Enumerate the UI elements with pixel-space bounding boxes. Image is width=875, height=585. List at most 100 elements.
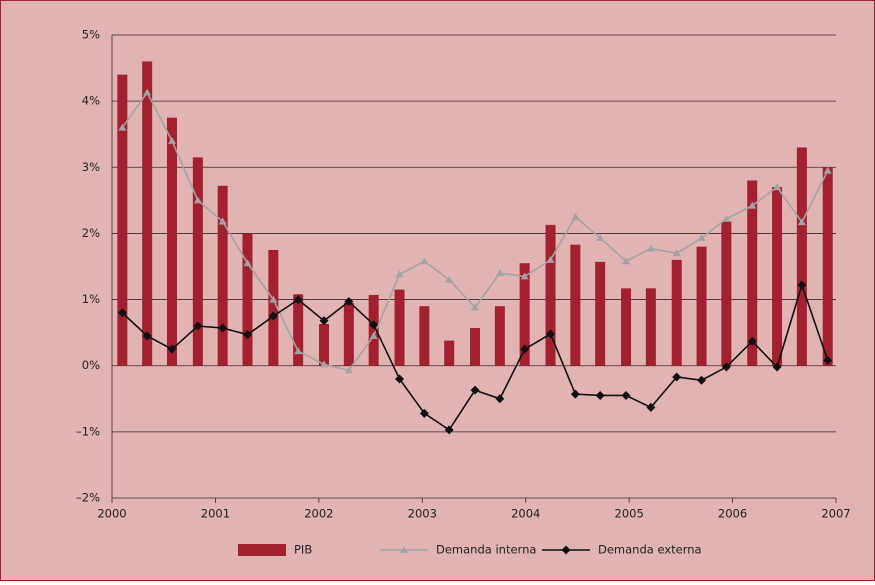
legend-label: Demanda interna: [436, 543, 536, 557]
point: [571, 212, 580, 220]
bar: [545, 224, 556, 366]
legend-swatch: [238, 544, 286, 556]
point: [269, 295, 278, 303]
point: [672, 372, 682, 382]
point: [294, 347, 303, 355]
bar: [595, 261, 606, 366]
point: [193, 196, 202, 204]
bar: [394, 289, 405, 366]
point: [747, 336, 757, 346]
point: [697, 234, 706, 242]
bar: [772, 187, 783, 366]
x-tick-label: 2004: [511, 507, 540, 521]
point: [520, 344, 530, 354]
point: [495, 394, 505, 404]
bar: [621, 288, 632, 366]
point: [722, 214, 731, 222]
y-tick-label: 4%: [82, 94, 100, 108]
point: [369, 331, 378, 339]
bar: [494, 306, 505, 366]
bar: [343, 302, 354, 366]
point: [444, 425, 454, 435]
point: [218, 217, 227, 225]
bar: [142, 61, 153, 366]
bar: [796, 147, 807, 366]
bar: [319, 324, 330, 366]
point: [117, 308, 127, 318]
bar: [293, 294, 304, 366]
x-tick-label: 2003: [408, 507, 437, 521]
point: [193, 321, 203, 331]
x-tick-label: 2007: [821, 507, 850, 521]
point: [167, 136, 176, 144]
point: [520, 272, 529, 280]
point: [118, 123, 127, 131]
point: [595, 390, 605, 400]
bar: [117, 74, 128, 366]
point: [218, 323, 228, 333]
point: [570, 389, 580, 399]
point: [143, 88, 152, 96]
bar: [822, 167, 833, 366]
bar: [645, 288, 656, 366]
bar: [696, 246, 707, 366]
y-tick-label: 2%: [82, 226, 100, 240]
x-tick-label: 2001: [201, 507, 230, 521]
point: [622, 257, 631, 265]
point: [621, 390, 631, 400]
y-tick-label: 0%: [82, 358, 100, 372]
point: [395, 270, 404, 278]
legend-label: Demanda externa: [598, 543, 702, 557]
y-tick-label: 5%: [82, 28, 100, 42]
point: [167, 344, 177, 354]
point: [344, 366, 353, 374]
legend-marker: [400, 546, 408, 553]
point: [242, 330, 252, 340]
point: [546, 255, 555, 263]
point: [773, 183, 782, 191]
point: [797, 218, 806, 226]
point: [596, 234, 605, 242]
bar: [268, 249, 279, 366]
point: [142, 331, 152, 341]
point: [445, 275, 454, 283]
bar: [570, 244, 581, 366]
bar: [519, 263, 530, 366]
point: [697, 375, 707, 385]
bar: [470, 328, 481, 366]
bar: [217, 185, 228, 366]
y-tick-label: 3%: [82, 160, 100, 174]
point: [471, 303, 480, 311]
point: [748, 201, 757, 209]
point: [268, 311, 278, 321]
point: [546, 329, 556, 339]
point: [470, 385, 480, 395]
y-tick-label: 1%: [82, 292, 100, 306]
bar: [444, 340, 455, 366]
bar: [192, 157, 203, 366]
point: [797, 280, 807, 290]
point: [419, 408, 429, 418]
x-tick-label: 2000: [97, 507, 126, 521]
point: [319, 316, 329, 326]
point: [320, 360, 329, 368]
bar: [721, 221, 732, 366]
point: [823, 355, 833, 365]
x-tick-label: 2006: [718, 507, 747, 521]
legend-label: PIB: [294, 543, 312, 557]
bar: [242, 233, 253, 366]
legend-marker: [561, 545, 571, 555]
bar: [368, 294, 379, 366]
point: [646, 244, 655, 252]
x-tick-label: 2005: [615, 507, 644, 521]
point: [495, 269, 504, 277]
point: [772, 362, 782, 372]
point: [293, 295, 303, 305]
y-tick-label: –1%: [76, 424, 100, 438]
point: [243, 259, 252, 267]
x-tick-label: 2002: [304, 507, 333, 521]
point: [721, 362, 731, 372]
point: [823, 166, 832, 174]
point: [420, 257, 429, 265]
